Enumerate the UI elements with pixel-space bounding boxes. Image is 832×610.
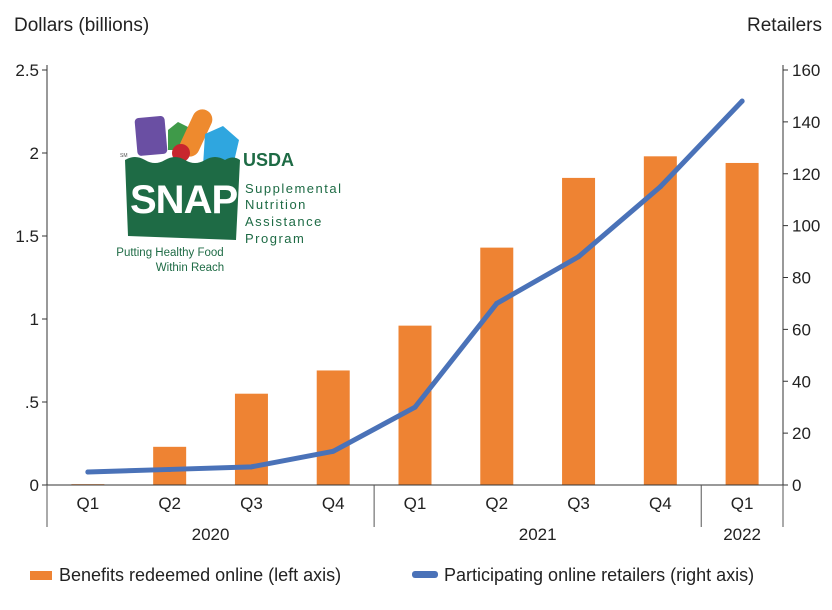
year-label: 2020 xyxy=(192,525,230,544)
year-label: 2021 xyxy=(519,525,557,544)
bar xyxy=(234,393,268,485)
bar xyxy=(643,156,677,485)
left-tick-label: 1 xyxy=(30,310,39,329)
right-axis-title: Retailers xyxy=(747,15,822,36)
left-tick-label: 0 xyxy=(30,476,39,495)
left-tick-label: 2 xyxy=(30,144,39,163)
snap-logo: SM SNAP USDA Supplemental Nutrition Assi… xyxy=(116,109,343,274)
legend-label-bars: Benefits redeemed online (left axis) xyxy=(59,565,341,585)
bar xyxy=(316,370,350,485)
line-point xyxy=(412,404,418,410)
right-tick-label: 40 xyxy=(792,372,811,391)
right-tick-label: 60 xyxy=(792,320,811,339)
line-point xyxy=(330,448,336,454)
bar xyxy=(153,446,187,485)
legend: Benefits redeemed online (left axis) Par… xyxy=(30,565,754,585)
line-point xyxy=(167,466,173,472)
svg-text:Program: Program xyxy=(245,231,305,246)
legend-swatch-line xyxy=(412,571,438,578)
right-tick-label: 160 xyxy=(792,61,820,80)
svg-text:Within Reach: Within Reach xyxy=(156,262,224,274)
right-tick-label: 120 xyxy=(792,165,820,184)
year-label: 2022 xyxy=(723,525,761,544)
x-tick-label: Q3 xyxy=(240,494,263,513)
svg-text:SM: SM xyxy=(120,153,128,159)
svg-text:Supplemental: Supplemental xyxy=(245,181,343,196)
right-tick-label: 140 xyxy=(792,113,820,132)
line-point xyxy=(657,184,663,190)
line-point xyxy=(494,300,500,306)
left-axis-title: Dollars (billions) xyxy=(14,15,149,36)
right-tick-label: 100 xyxy=(792,217,820,236)
x-tick-label: Q1 xyxy=(77,494,100,513)
x-tick-label: Q2 xyxy=(485,494,508,513)
line-point xyxy=(576,254,582,260)
right-tick-label: 0 xyxy=(792,476,801,495)
x-tick-label: Q4 xyxy=(322,494,345,513)
left-tick-label: 2.5 xyxy=(15,61,39,80)
svg-text:USDA: USDA xyxy=(243,150,294,170)
line-point xyxy=(739,98,745,104)
legend-label-line: Participating online retailers (right ax… xyxy=(444,565,754,585)
bar xyxy=(562,177,596,485)
bar xyxy=(725,162,759,485)
line-point xyxy=(85,469,91,475)
x-tick-label: Q1 xyxy=(731,494,754,513)
bar xyxy=(480,247,514,485)
x-tick-label: Q3 xyxy=(567,494,590,513)
left-tick-label: .5 xyxy=(25,393,39,412)
left-tick-label: 1.5 xyxy=(15,227,39,246)
right-tick-label: 80 xyxy=(792,269,811,288)
svg-text:SNAP: SNAP xyxy=(130,178,237,222)
x-tick-label: Q1 xyxy=(404,494,427,513)
svg-text:Putting Healthy Food: Putting Healthy Food xyxy=(116,247,223,259)
x-tick-label: Q4 xyxy=(649,494,672,513)
legend-swatch-bars xyxy=(30,571,52,580)
line-point xyxy=(248,464,254,470)
svg-text:Assistance: Assistance xyxy=(245,214,323,229)
svg-text:Nutrition: Nutrition xyxy=(245,197,307,212)
x-tick-label: Q2 xyxy=(158,494,181,513)
right-tick-label: 20 xyxy=(792,424,811,443)
